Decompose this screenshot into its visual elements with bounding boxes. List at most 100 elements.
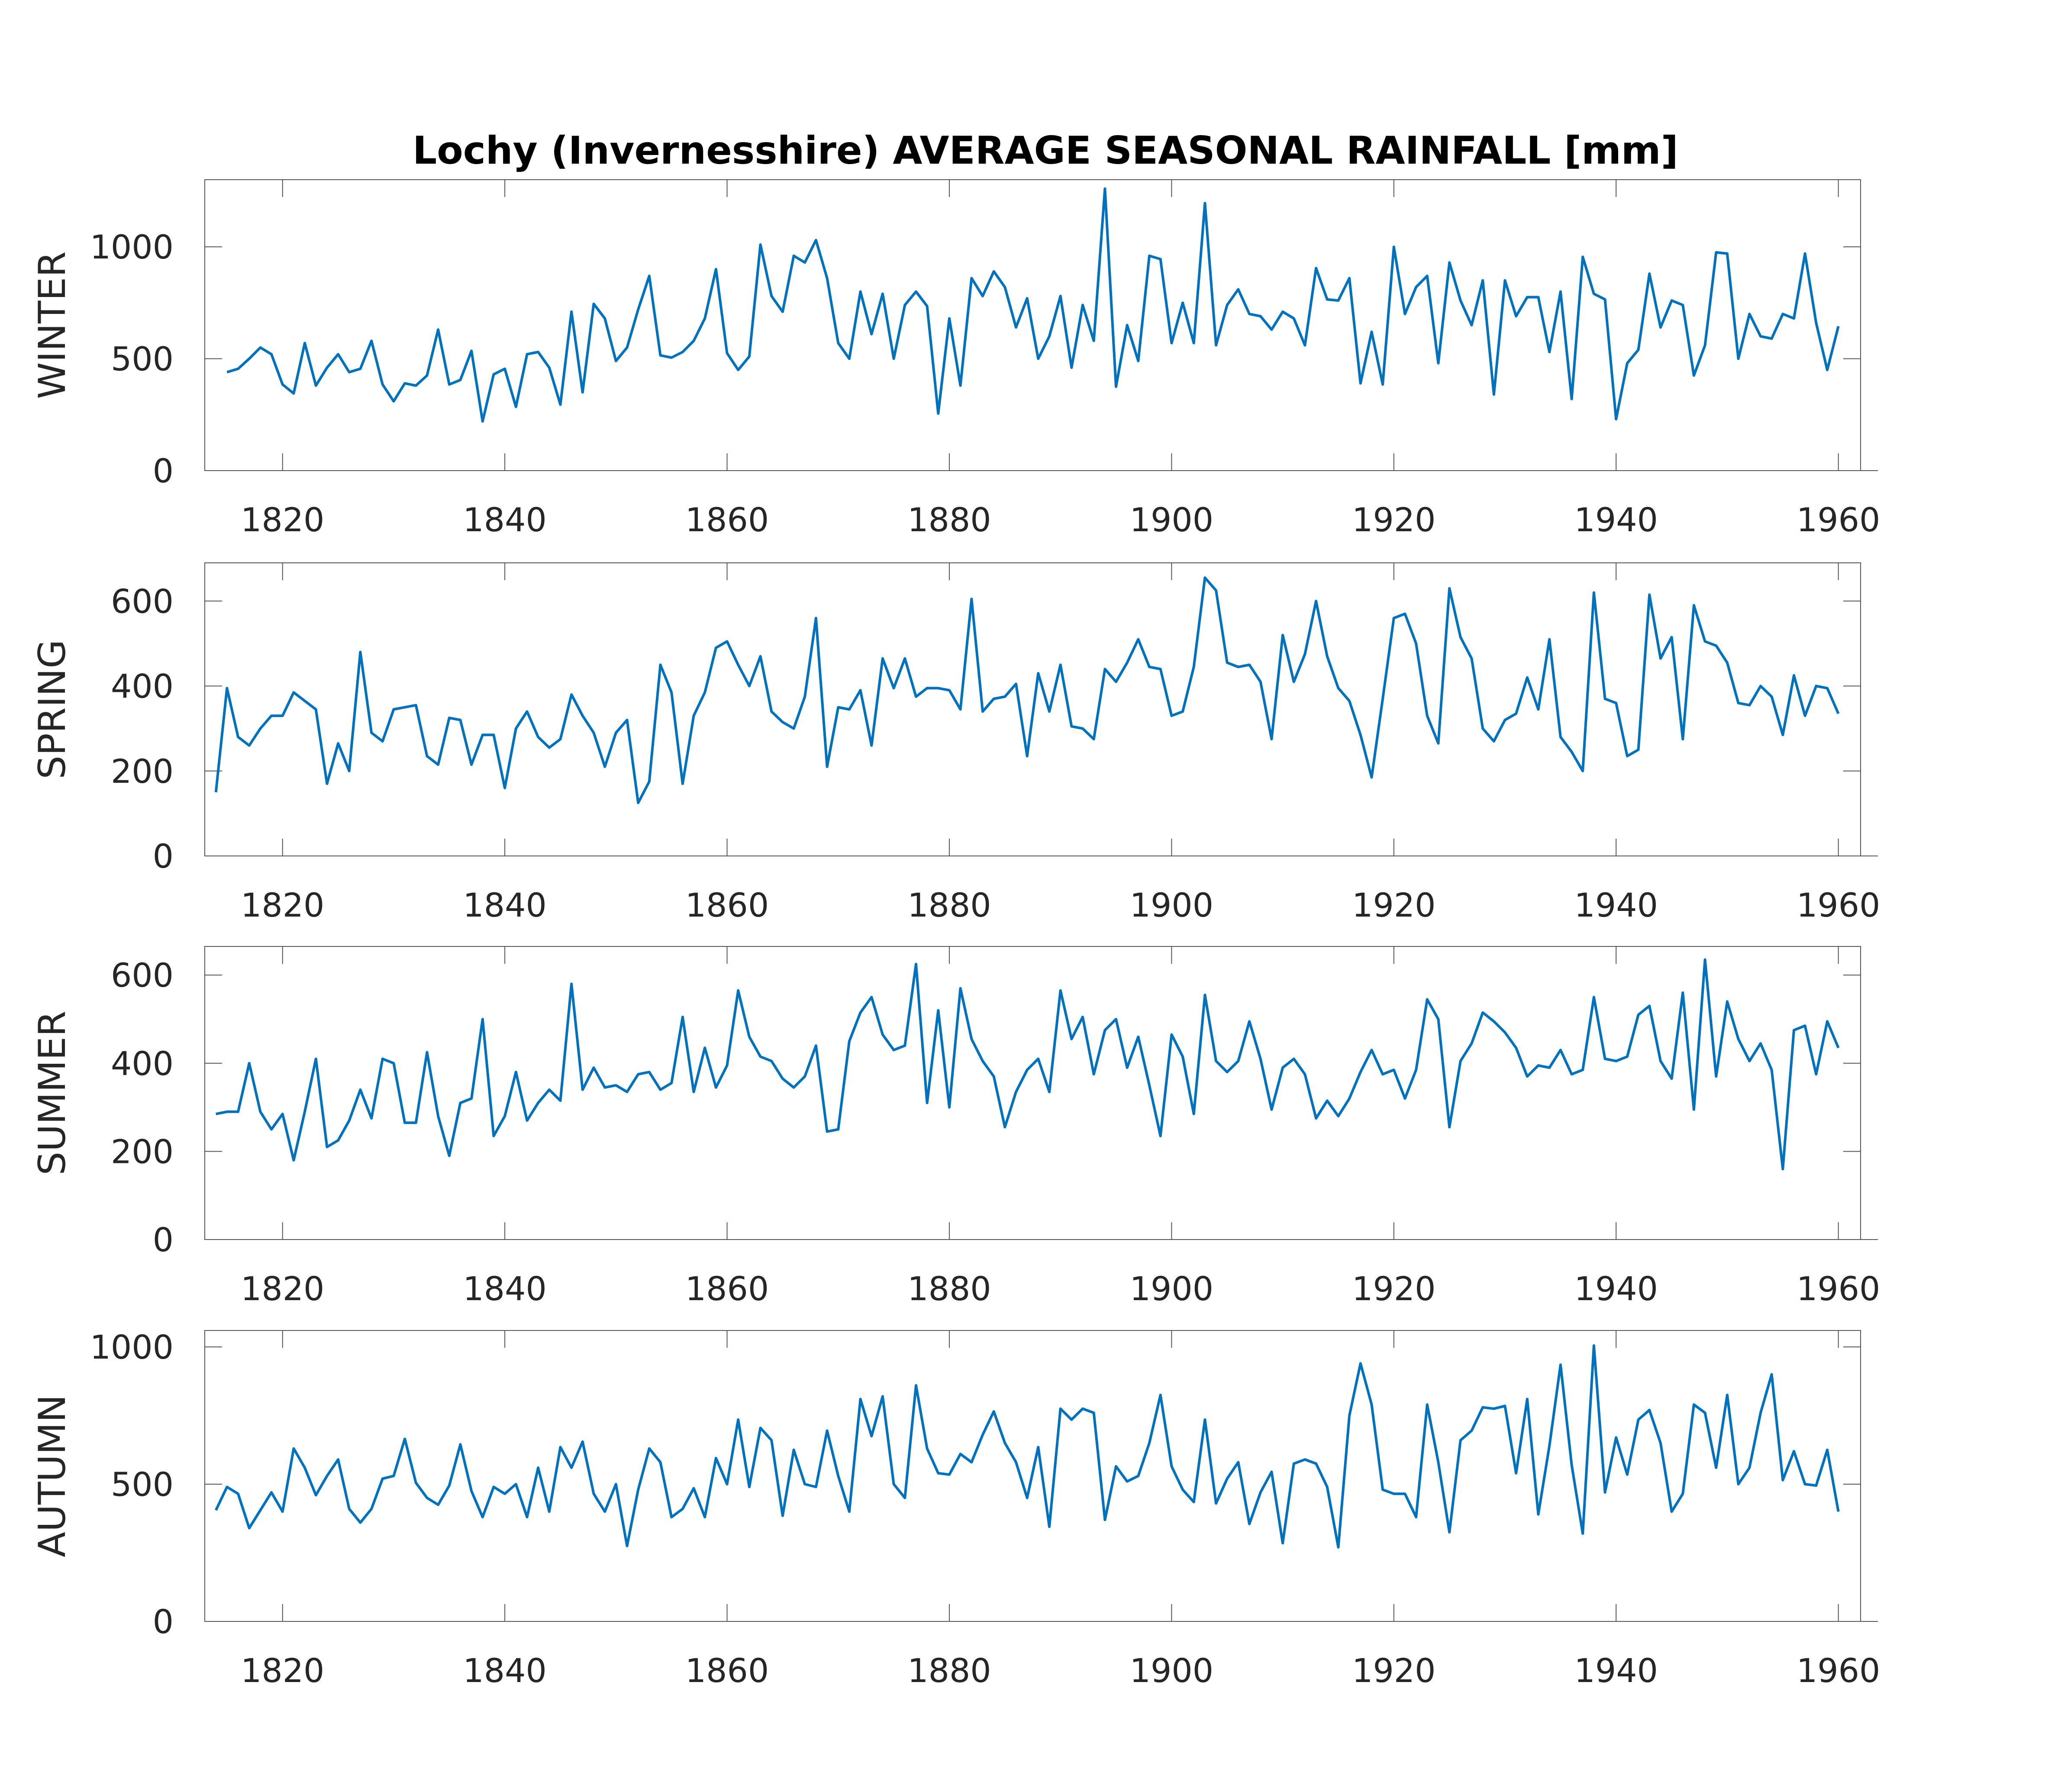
summer-data-point <box>1348 1097 1351 1100</box>
autumn-data-point <box>1026 1496 1029 1500</box>
winter-data-point <box>836 341 840 345</box>
summer-data-point <box>381 1057 384 1061</box>
spring-data-point <box>1303 652 1306 656</box>
summer-data-point <box>1103 1028 1106 1032</box>
spring-data-point <box>1181 710 1184 713</box>
spring-data-point <box>1036 672 1040 675</box>
winter-data-point <box>1081 304 1084 307</box>
summer-data-point <box>1292 1057 1296 1061</box>
autumn-data-point <box>1148 1441 1151 1445</box>
autumn-data-point <box>470 1489 473 1493</box>
spring-y-tick-label: 400 <box>111 667 174 706</box>
spring-data-point <box>414 704 418 707</box>
autumn-data-point <box>1270 1470 1273 1474</box>
winter-data-point <box>648 274 651 278</box>
spring-data-point <box>1548 638 1551 641</box>
autumn-data-point <box>581 1440 584 1443</box>
autumn-data-point <box>614 1482 618 1486</box>
summer-data-point <box>581 1088 584 1091</box>
spring-data-point <box>1726 661 1729 665</box>
autumn-data-point <box>314 1493 318 1497</box>
summer-data-point <box>470 1097 473 1100</box>
winter-data-point <box>1381 383 1384 386</box>
summer-data-point <box>1759 1042 1762 1045</box>
winter-data-point <box>436 328 440 331</box>
winter-data-point <box>1814 321 1818 325</box>
summer-data-point <box>1559 1048 1562 1052</box>
spring-data-point <box>881 657 884 660</box>
autumn-data-point <box>681 1507 684 1511</box>
summer-data-point <box>526 1119 529 1122</box>
autumn-y-axis-label: AUTUMN <box>31 1395 74 1557</box>
autumn-data-point <box>826 1429 829 1432</box>
spring-data-point <box>1014 682 1018 686</box>
autumn-data-point <box>1059 1407 1062 1411</box>
autumn-panel: 1820 1840 1860 1880 1900 1920 1940 1960 0 500 1000… <box>31 1328 1880 1690</box>
autumn-x-tick-label: 1860 <box>685 1651 769 1690</box>
autumn-data-point <box>1770 1372 1774 1376</box>
autumn-data-point <box>1314 1462 1318 1466</box>
summer-data-point <box>336 1139 340 1142</box>
summer-data-point <box>1326 1099 1329 1102</box>
winter-data-point <box>1303 344 1306 347</box>
summer-data-point <box>1159 1134 1162 1138</box>
winter-data-point <box>703 317 706 320</box>
autumn-data-point <box>381 1477 384 1480</box>
spring-data-point <box>1559 735 1562 739</box>
autumn-data-point <box>1348 1414 1351 1417</box>
summer-series-line <box>216 958 1840 1171</box>
winter-x-tick-label: 1820 <box>241 500 324 539</box>
winter-data-point <box>692 339 696 342</box>
autumn-data-point <box>225 1485 229 1488</box>
summer-data-point <box>814 1044 818 1047</box>
winter-data-point <box>470 349 473 352</box>
autumn-data-point <box>370 1507 373 1511</box>
winter-data-point <box>1314 266 1318 270</box>
autumn-data-point <box>1036 1445 1040 1449</box>
spring-data-point <box>1803 714 1807 717</box>
autumn-data-point <box>936 1472 940 1475</box>
autumn-data-point <box>258 1508 262 1512</box>
winter-x-tick-label: 1960 <box>1797 500 1880 539</box>
winter-data-point <box>1148 254 1151 258</box>
winter-data-point <box>248 357 251 361</box>
autumn-data-point <box>1803 1482 1807 1486</box>
spring-data-point <box>1214 589 1218 592</box>
spring-data-point <box>1837 712 1840 715</box>
autumn-data-point <box>1692 1403 1696 1406</box>
spring-data-point <box>770 710 773 713</box>
winter-data-point <box>1670 299 1674 302</box>
autumn-data-point <box>1503 1404 1507 1408</box>
spring-data-point <box>1503 718 1507 722</box>
winter-data-point <box>1570 397 1574 401</box>
winter-data-point <box>526 352 529 356</box>
summer-data-point <box>936 1009 940 1012</box>
summer-data-point <box>803 1075 806 1078</box>
summer-data-point <box>1448 1125 1451 1129</box>
summer-data-point <box>358 1088 362 1091</box>
spring-x-tick-label: 1880 <box>907 886 991 924</box>
summer-x-tick-label: 1940 <box>1574 1269 1658 1308</box>
summer-data-point <box>981 1059 984 1063</box>
winter-data-point <box>926 304 929 308</box>
spring-data-point <box>992 697 996 701</box>
summer-data-point <box>603 1086 606 1089</box>
summer-data-point <box>692 1090 696 1094</box>
summer-data-point <box>225 1110 229 1114</box>
autumn-data-point <box>492 1485 495 1488</box>
autumn-data-point <box>1359 1362 1362 1365</box>
spring-data-point <box>1814 685 1818 688</box>
spring-data-point <box>236 735 240 739</box>
summer-data-point <box>292 1159 295 1162</box>
winter-data-point <box>1726 252 1729 255</box>
winter-data-point <box>1126 323 1129 327</box>
spring-data-point <box>1170 714 1173 717</box>
autumn-data-point <box>692 1487 696 1490</box>
summer-data-point <box>836 1128 840 1131</box>
summer-data-point <box>1403 1097 1407 1100</box>
autumn-data-point <box>592 1492 596 1495</box>
winter-data-point <box>370 339 373 342</box>
summer-data-point <box>1470 1042 1474 1045</box>
summer-data-point <box>448 1154 451 1158</box>
summer-data-point <box>1170 1033 1173 1036</box>
